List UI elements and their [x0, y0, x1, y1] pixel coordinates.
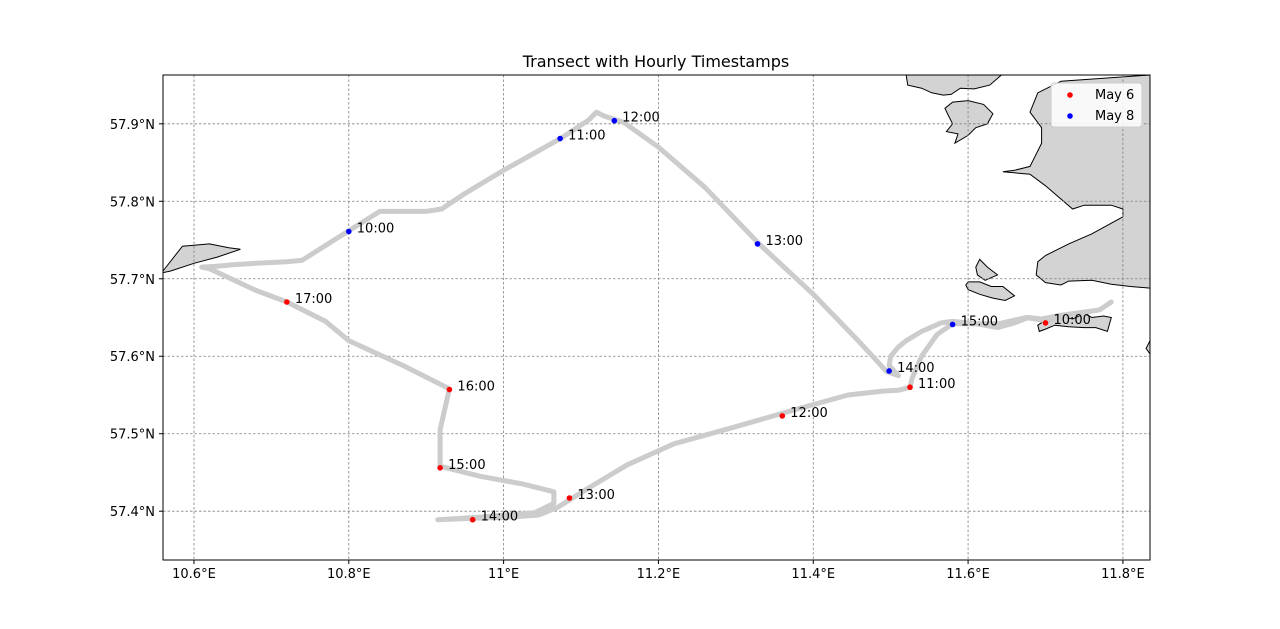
point-may-8-11-00 [557, 135, 563, 142]
point-label-may-6-10-00: 10:00 [1053, 313, 1090, 328]
y-tick-label: 57.8°N [110, 195, 155, 210]
x-tick-label: 11.2°E [637, 567, 681, 582]
legend: May 6 May 8 [1050, 82, 1143, 128]
point-may-8-12-00 [611, 117, 618, 124]
land-polygon [905, 75, 1003, 96]
land-layer [163, 75, 1150, 355]
point-may-8-14-00 [886, 368, 892, 374]
land-polygon [965, 281, 1016, 302]
x-tick-label: 10.8°E [327, 567, 371, 582]
x-tick-label: 11°E [488, 567, 519, 582]
legend-label-may-8: May 8 [1095, 109, 1134, 124]
y-tick-label: 57.4°N [110, 505, 155, 520]
x-tick-label: 10.6°E [172, 567, 216, 582]
point-label-may-8-13-00: 13:00 [766, 234, 803, 249]
legend-box [1050, 82, 1143, 128]
point-may-6-17-00 [284, 299, 290, 305]
point-label-may-8-11-00: 11:00 [568, 129, 605, 144]
land-polygon [975, 258, 999, 281]
point-label-may-8-14-00: 14:00 [897, 361, 934, 376]
land-polygon [1002, 75, 1150, 289]
plot-frame [162, 74, 1151, 561]
chart-title: Transect with Hourly Timestamps [522, 52, 790, 71]
legend-marker-may-8 [1067, 113, 1073, 119]
point-may-8-13-00 [754, 241, 761, 247]
point-label-may-8-10-00: 10:00 [357, 222, 394, 237]
x-tick-label: 11.4°E [791, 567, 835, 582]
transect-track-layer [199, 109, 1114, 523]
plot-area [163, 75, 1150, 560]
timestamp-points-layer: 10:00 11:00 12:00 13:00 14:00 15:00 16:00 17:00… [284, 111, 1091, 525]
point-label-may-6-13-00: 13:00 [577, 488, 614, 503]
point-label-may-6-17-00: 17:00 [295, 292, 332, 307]
transect-track [199, 109, 1114, 523]
point-may-6-15-00 [437, 465, 443, 471]
x-tick-label: 11.6°E [946, 567, 990, 582]
land-polygon [163, 243, 241, 274]
point-label-may-6-16-00: 16:00 [457, 380, 494, 395]
point-may-6-12-00 [779, 413, 786, 419]
land-polygon [944, 100, 994, 145]
point-label-may-6-14-00: 14:00 [481, 510, 518, 525]
gridlines [163, 75, 1150, 560]
y-tick-label: 57.6°N [110, 350, 155, 365]
point-label-may-8-12-00: 12:00 [622, 111, 659, 126]
y-axis-ticks: 57.4°N 57.5°N 57.6°N 57.7°N 57.8°N 57.9°N [110, 118, 163, 520]
x-axis-ticks: 10.6°E 10.8°E 11°E 11.2°E 11.4°E 11.6°E 11.8°E [172, 560, 1145, 582]
point-label-may-6-15-00: 15:00 [448, 458, 485, 473]
point-may-6-16-00 [446, 386, 453, 393]
point-may-6-11-00 [907, 384, 913, 391]
point-may-6-10-00 [1042, 320, 1049, 326]
y-tick-label: 57.7°N [110, 273, 155, 288]
y-tick-label: 57.5°N [110, 428, 155, 443]
point-label-may-6-11-00: 11:00 [918, 377, 955, 392]
point-may-6-13-00 [566, 495, 573, 501]
land-polygon [1145, 340, 1150, 355]
point-may-8-15-00 [949, 321, 956, 328]
point-label-may-8-15-00: 15:00 [961, 314, 998, 329]
point-label-may-6-12-00: 12:00 [790, 406, 827, 421]
point-may-6-14-00 [469, 516, 476, 523]
x-tick-label: 11.8°E [1101, 567, 1145, 582]
point-may-8-10-00 [345, 228, 352, 235]
legend-label-may-6: May 6 [1095, 88, 1134, 103]
legend-marker-may-6 [1067, 92, 1073, 98]
y-tick-label: 57.9°N [110, 118, 155, 133]
